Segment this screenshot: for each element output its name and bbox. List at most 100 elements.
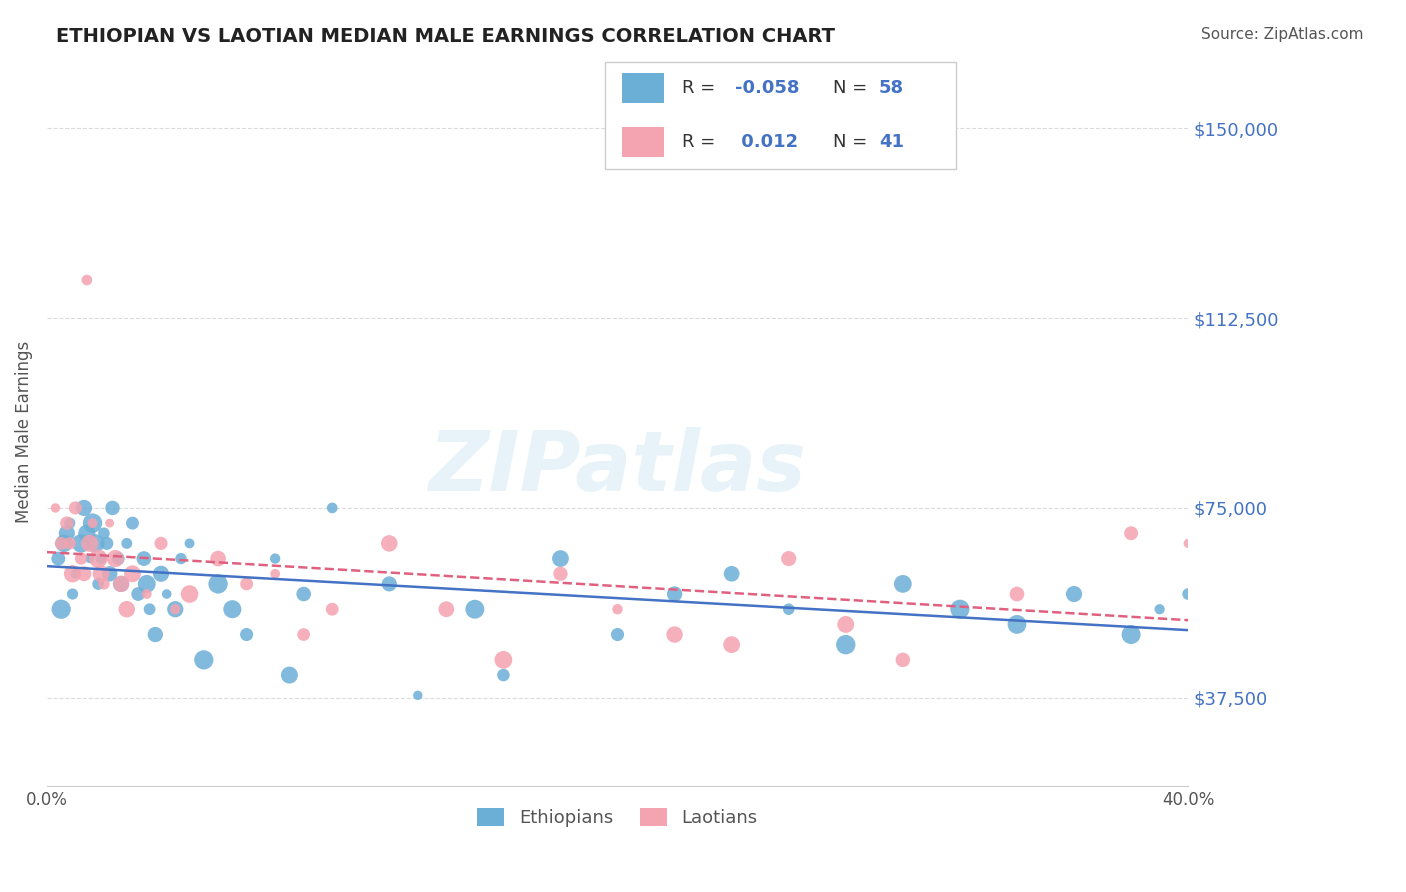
Point [891, 577, 914, 591]
Point [207, 577, 229, 591]
FancyBboxPatch shape [623, 73, 665, 103]
Point [82, 516, 104, 530]
FancyBboxPatch shape [605, 62, 956, 169]
Point [1119, 627, 1142, 641]
Point [121, 516, 143, 530]
Point [115, 602, 138, 616]
Point [1119, 526, 1142, 541]
Point [464, 602, 486, 616]
Text: N =: N = [832, 133, 873, 151]
Text: ZIPatlas: ZIPatlas [429, 427, 807, 508]
Point [150, 536, 173, 550]
Point [79, 536, 101, 550]
Point [79, 551, 101, 566]
Legend: Ethiopians, Laotians: Ethiopians, Laotians [470, 800, 765, 834]
Point [59, 516, 82, 530]
Point [76, 273, 98, 287]
Point [606, 602, 628, 616]
Point [720, 566, 742, 581]
FancyBboxPatch shape [623, 127, 665, 157]
Point [664, 627, 686, 641]
Point [84, 536, 107, 550]
Point [778, 602, 800, 616]
Point [179, 587, 201, 601]
Point [1005, 587, 1028, 601]
Point [93, 526, 115, 541]
Point [278, 668, 301, 682]
Point [221, 602, 243, 616]
Point [891, 653, 914, 667]
Point [179, 536, 201, 550]
Point [292, 627, 315, 641]
Point [98, 516, 121, 530]
Point [720, 638, 742, 652]
Point [1177, 587, 1199, 601]
Point [73, 500, 96, 515]
Text: ETHIOPIAN VS LAOTIAN MEDIAN MALE EARNINGS CORRELATION CHART: ETHIOPIAN VS LAOTIAN MEDIAN MALE EARNING… [56, 27, 835, 45]
Point [406, 689, 429, 703]
Point [378, 536, 401, 550]
Point [949, 602, 972, 616]
Point [235, 627, 257, 641]
Point [98, 566, 121, 581]
Point [93, 577, 115, 591]
Point [49, 602, 72, 616]
Text: 0.012: 0.012 [734, 133, 797, 151]
Text: R =: R = [682, 133, 721, 151]
Text: 41: 41 [879, 133, 904, 151]
Point [59, 536, 82, 550]
Point [492, 668, 515, 682]
Point [321, 500, 343, 515]
Point [104, 551, 127, 566]
Point [70, 536, 93, 550]
Point [378, 577, 401, 591]
Point [121, 566, 143, 581]
Point [550, 551, 572, 566]
Point [492, 653, 515, 667]
Point [70, 551, 93, 566]
Point [56, 526, 79, 541]
Point [292, 587, 315, 601]
Point [1177, 536, 1199, 550]
Point [56, 516, 79, 530]
Point [606, 627, 628, 641]
Text: -0.058: -0.058 [734, 79, 799, 97]
Point [76, 526, 98, 541]
Point [1063, 587, 1085, 601]
Point [87, 577, 110, 591]
Point [193, 653, 215, 667]
Point [127, 587, 149, 601]
Point [235, 577, 257, 591]
Point [62, 566, 84, 581]
Point [138, 602, 160, 616]
Point [170, 551, 193, 566]
Text: 58: 58 [879, 79, 904, 97]
Text: R =: R = [682, 79, 721, 97]
Point [49, 536, 72, 550]
Point [835, 638, 858, 652]
Point [87, 551, 110, 566]
Point [110, 577, 132, 591]
Y-axis label: Median Male Earnings: Median Male Earnings [15, 341, 32, 523]
Point [53, 536, 76, 550]
Point [65, 566, 87, 581]
Text: Source: ZipAtlas.com: Source: ZipAtlas.com [1201, 27, 1364, 42]
Point [143, 627, 166, 641]
Point [90, 551, 112, 566]
Point [1149, 602, 1171, 616]
Point [550, 566, 572, 581]
Point [62, 587, 84, 601]
Point [778, 551, 800, 566]
Point [135, 587, 157, 601]
Point [207, 551, 229, 566]
Point [110, 577, 132, 591]
Point [1005, 617, 1028, 632]
Point [73, 566, 96, 581]
Point [165, 602, 187, 616]
Point [46, 551, 69, 566]
Point [434, 602, 457, 616]
Point [264, 566, 287, 581]
Point [150, 566, 173, 581]
Point [264, 551, 287, 566]
Point [101, 500, 124, 515]
